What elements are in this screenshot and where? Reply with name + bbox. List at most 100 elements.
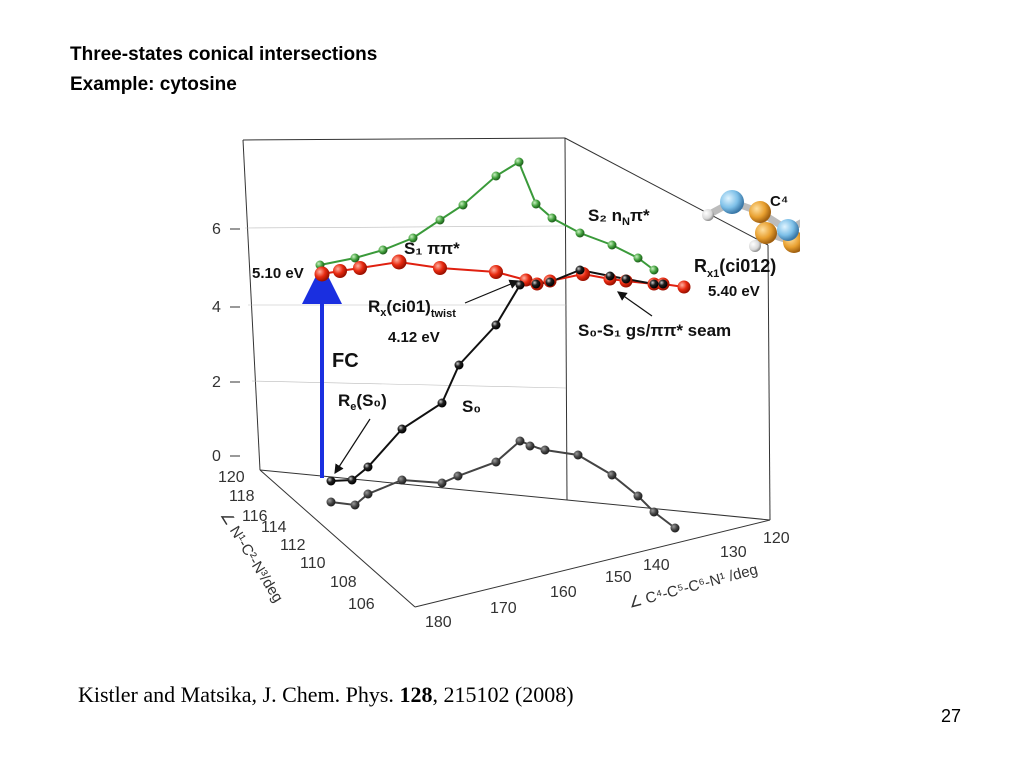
data-point bbox=[573, 450, 583, 460]
data-point bbox=[545, 277, 555, 287]
data-point bbox=[347, 475, 357, 485]
bottom-tick-label: 130 bbox=[720, 544, 747, 561]
data-point bbox=[649, 279, 659, 289]
data-point bbox=[326, 476, 336, 486]
s1-label: S₁ ππ* bbox=[404, 239, 460, 258]
data-point bbox=[491, 320, 501, 330]
data-point bbox=[397, 475, 407, 485]
data-point bbox=[621, 274, 631, 284]
data-point bbox=[649, 265, 659, 275]
bottom-axis: 180 170 160 150 140 130 120 bbox=[425, 530, 790, 630]
data-point bbox=[391, 254, 407, 270]
left-tick-label: 110 bbox=[300, 555, 326, 572]
re-arrow bbox=[334, 418, 371, 475]
z-axis bbox=[230, 228, 240, 457]
projection-points bbox=[326, 436, 680, 533]
z-tick-label: 6 bbox=[212, 221, 221, 238]
energy-label-510: 5.10 eV bbox=[252, 265, 304, 282]
data-point bbox=[397, 424, 407, 434]
page-number: 27 bbox=[941, 706, 962, 726]
data-point bbox=[333, 264, 347, 278]
data-point bbox=[453, 471, 463, 481]
left-tick-label: 120 bbox=[218, 469, 245, 486]
data-point bbox=[515, 280, 525, 290]
bottom-tick-label: 150 bbox=[605, 569, 632, 586]
data-point bbox=[314, 266, 330, 282]
cytosine-molecule bbox=[702, 190, 800, 253]
data-point bbox=[547, 213, 557, 223]
data-point bbox=[437, 478, 447, 488]
bottom-tick-label: 140 bbox=[643, 557, 670, 574]
data-point bbox=[515, 436, 525, 446]
s2-label: S₂ nNπ* bbox=[588, 206, 650, 228]
title-line-2: Example: cytosine bbox=[70, 74, 237, 95]
rx01-arrow bbox=[464, 279, 520, 304]
data-point bbox=[531, 279, 541, 289]
citation-rest: , 215102 (2008) bbox=[432, 682, 574, 707]
data-point bbox=[540, 445, 550, 455]
conical-intersection-plot: 0 2 4 6 120 118 116 114 112 110 108 106 … bbox=[212, 137, 800, 630]
left-axis: 120 118 116 114 112 110 108 106 bbox=[218, 469, 375, 613]
data-point bbox=[363, 489, 373, 499]
s0-curve bbox=[330, 268, 663, 482]
rx01-label: Rx(ci01)twist bbox=[368, 297, 456, 320]
data-point bbox=[633, 491, 643, 501]
axes-box bbox=[242, 137, 771, 608]
data-point bbox=[514, 157, 524, 167]
citation: Kistler and Matsika, J. Chem. Phys. 128,… bbox=[78, 682, 574, 708]
citation-volume: 128 bbox=[399, 682, 433, 707]
data-point bbox=[658, 279, 668, 289]
left-tick-label: 118 bbox=[229, 488, 255, 505]
projection-curve bbox=[330, 439, 676, 529]
data-point bbox=[605, 271, 615, 281]
z-tick-label: 4 bbox=[212, 299, 221, 316]
energy-label-540: 5.40 eV bbox=[708, 283, 760, 300]
data-point bbox=[525, 441, 535, 451]
data-point bbox=[607, 240, 617, 250]
data-point bbox=[435, 215, 445, 225]
data-point bbox=[326, 497, 336, 507]
data-point bbox=[350, 253, 360, 263]
data-point bbox=[649, 507, 659, 517]
bottom-tick-label: 160 bbox=[550, 584, 577, 601]
data-point bbox=[575, 228, 585, 238]
data-point bbox=[437, 398, 447, 408]
citation-text: Kistler and Matsika, J. Chem. Phys. bbox=[78, 682, 400, 707]
data-point bbox=[433, 261, 447, 275]
s0-points bbox=[326, 265, 668, 486]
data-point bbox=[491, 457, 501, 467]
data-point bbox=[575, 265, 585, 275]
s0-label: S₀ bbox=[462, 397, 481, 416]
bottom-tick-label: 180 bbox=[425, 614, 452, 630]
data-point bbox=[531, 199, 541, 209]
data-point bbox=[363, 462, 373, 472]
slide-title: Three-states conical intersections Examp… bbox=[70, 40, 377, 100]
seam-label: S₀-S₁ gs/ππ* seam bbox=[578, 321, 731, 340]
data-point bbox=[350, 500, 360, 510]
rx1-label: Rx1(ci012) bbox=[694, 256, 776, 280]
data-point bbox=[353, 261, 367, 275]
energy-label-412: 4.12 eV bbox=[388, 329, 440, 346]
data-point bbox=[378, 245, 388, 255]
data-point bbox=[633, 253, 643, 263]
gridlines bbox=[244, 225, 567, 389]
data-point bbox=[408, 233, 418, 243]
bottom-tick-label: 120 bbox=[763, 530, 790, 547]
data-point bbox=[670, 523, 680, 533]
data-point bbox=[454, 360, 464, 370]
fc-label: FC bbox=[332, 350, 359, 372]
re-label: Re(S₀) bbox=[338, 391, 387, 413]
s2-points bbox=[315, 157, 659, 275]
data-point bbox=[491, 171, 501, 181]
z-tick-label: 2 bbox=[212, 374, 221, 391]
data-point bbox=[489, 265, 503, 279]
z-tick-label: 0 bbox=[212, 448, 221, 465]
seam-arrow bbox=[617, 291, 653, 317]
data-point bbox=[677, 280, 691, 294]
left-tick-label: 114 bbox=[261, 519, 287, 536]
bottom-tick-label: 170 bbox=[490, 600, 517, 617]
title-line-1: Three-states conical intersections bbox=[70, 44, 378, 65]
atom-label-c4: C⁴ bbox=[770, 193, 788, 210]
left-tick-label: 106 bbox=[348, 596, 375, 613]
left-tick-label: 112 bbox=[280, 537, 306, 554]
